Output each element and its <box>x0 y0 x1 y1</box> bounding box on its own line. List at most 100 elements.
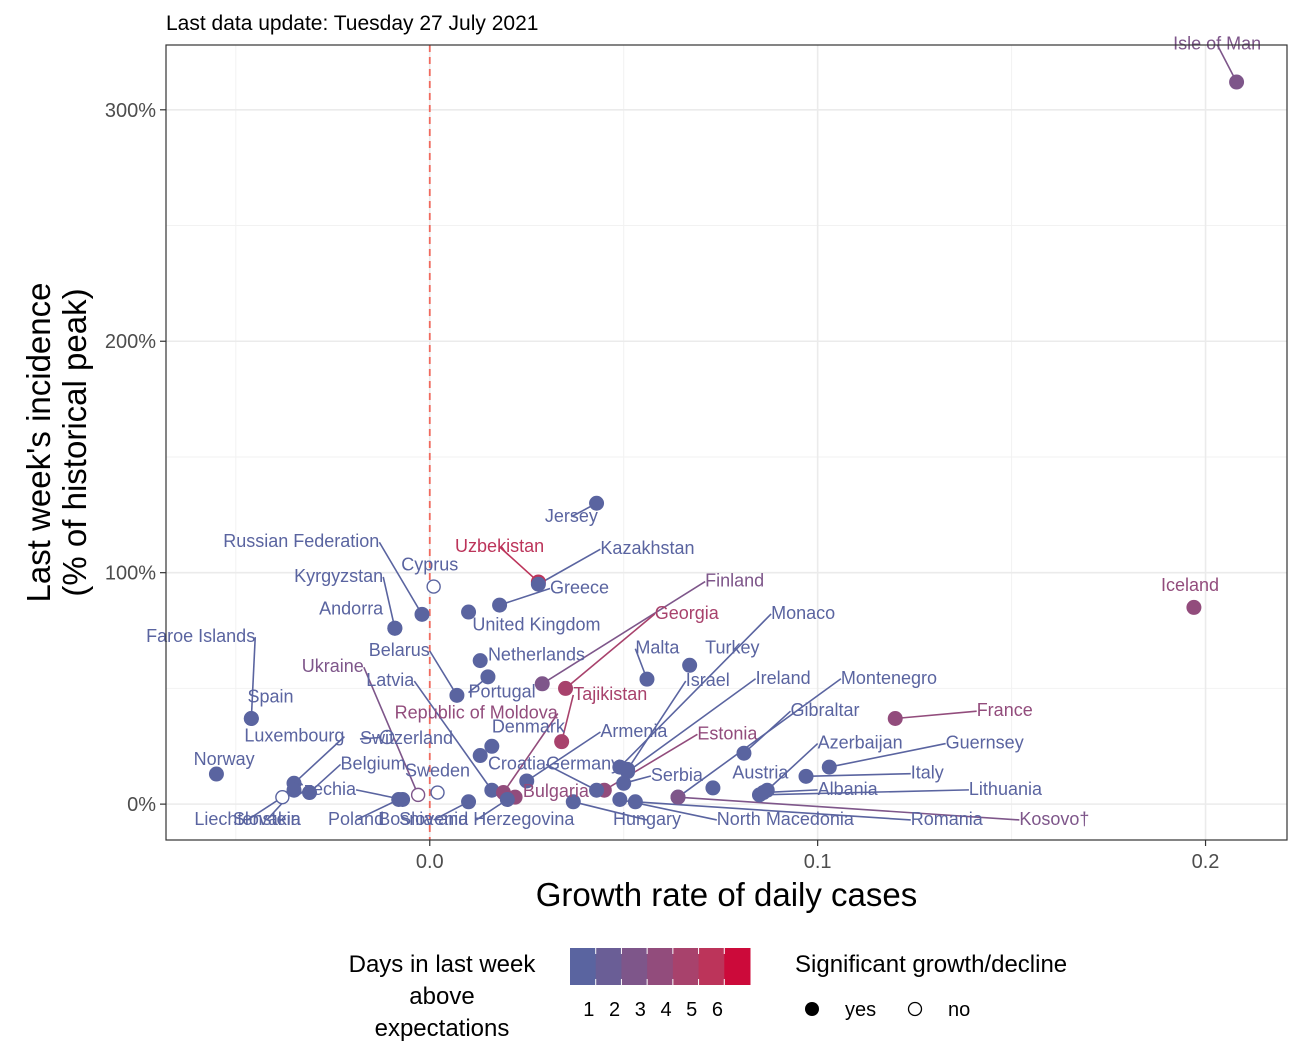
label-croatia: Croatia <box>488 753 547 773</box>
y-axis-title-line: (% of historical peak) <box>56 288 93 596</box>
label-lithuania: Lithuania <box>969 779 1043 799</box>
leader-georgia <box>565 613 656 690</box>
leader-kazakhstan <box>537 548 601 585</box>
point-turkey <box>682 657 698 673</box>
grid-lines <box>166 45 1287 840</box>
label-monaco: Monaco <box>771 603 835 623</box>
label-guernsey: Guernsey <box>946 733 1024 753</box>
label-isle-of-man: Isle of Man <box>1173 34 1261 54</box>
leader-israel <box>626 680 687 770</box>
shape-legend-label: yes <box>845 999 876 1021</box>
label-france: France <box>977 700 1033 720</box>
color-legend-swatch <box>724 948 751 985</box>
leader-russian-federation <box>378 541 423 615</box>
color-legend-tick-label: 2 <box>609 999 620 1021</box>
color-legend-swatch <box>672 948 700 985</box>
label-russian-federation: Russian Federation <box>223 531 379 551</box>
color-legend-title: expectations <box>375 1015 510 1042</box>
color-legend-tick-label: 5 <box>686 999 697 1021</box>
y-tick-label: 0% <box>127 794 156 816</box>
point-kosovo <box>670 789 686 805</box>
label-austria: Austria <box>732 763 789 783</box>
x-tick-label: 0.1 <box>804 851 832 873</box>
point-netherlands <box>472 653 488 669</box>
label-greece: Greece <box>550 578 609 598</box>
label-switzerland: Switzerland <box>360 728 453 748</box>
y-axis-title: Last week's incidence (% of historical pe… <box>20 283 93 603</box>
leader-italy <box>805 772 911 778</box>
label-united-kingdom: United Kingdom <box>472 615 600 635</box>
leader-romania <box>635 801 911 821</box>
point-cyprus <box>426 579 441 594</box>
color-legend-title: Days in last week <box>349 951 537 978</box>
point-liechtenstein <box>275 789 290 805</box>
label-portugal: Portugal <box>469 682 536 702</box>
plot-panel-border <box>165 44 1288 841</box>
point-tajikistan <box>554 734 570 750</box>
color-legend-swatch <box>570 948 597 985</box>
label-gibraltar: Gibraltar <box>791 700 860 720</box>
point-lithuania <box>751 787 767 803</box>
label-hungary: Hungary <box>613 809 681 829</box>
y-tick-label: 100% <box>105 563 156 585</box>
leader-belarus <box>429 650 458 696</box>
point-labels: Isle of Man Iceland Jersey Russian Federati… <box>146 34 1261 829</box>
shape-legend-label: no <box>948 999 970 1021</box>
leader-gibraltar <box>743 710 792 754</box>
label-netherlands: Netherlands <box>488 645 585 665</box>
shape-legend: Significant growth/decline yes no <box>795 951 1067 1021</box>
y-axis-title-line: Last week's incidence <box>20 283 57 603</box>
point-austria <box>705 780 721 796</box>
point-germany <box>589 782 605 798</box>
point-united-kingdom <box>461 604 477 620</box>
leader-luxembourg <box>293 736 345 784</box>
leader-tajikistan <box>560 694 575 742</box>
point-jersey <box>589 495 605 511</box>
point-malta <box>639 671 655 687</box>
point-latvia <box>484 782 500 798</box>
label-serbia: Serbia <box>651 765 704 785</box>
point-serbia <box>616 775 632 791</box>
label-estonia: Estonia <box>697 723 758 743</box>
label-luxembourg: Luxembourg <box>244 726 344 746</box>
leader-azerbaijan <box>766 742 819 791</box>
point-bosnia-and-herzegovina <box>499 791 515 807</box>
y-tick-label: 300% <box>105 100 156 122</box>
label-malta: Malta <box>635 638 680 658</box>
leader-armenia <box>526 731 601 782</box>
label-faroe-islands: Faroe Islands <box>146 626 255 646</box>
leader-republic-of-moldova <box>502 713 559 794</box>
label-bosnia-and-herzegovina: Bosnia and Herzegovina <box>378 809 575 829</box>
label-slovenia: Slovenia <box>399 809 469 829</box>
label-armenia: Armenia <box>600 721 668 741</box>
point-poland <box>391 791 407 807</box>
label-albania: Albania <box>818 779 879 799</box>
color-legend-swatch <box>647 948 674 985</box>
label-israel: Israel <box>686 670 730 690</box>
x-tick-label: 0.0 <box>416 851 444 873</box>
leader-hungary <box>573 801 648 821</box>
point-croatia <box>472 748 488 764</box>
point-italy <box>798 768 814 784</box>
point-finland <box>534 676 550 692</box>
color-legend-tick-label: 6 <box>712 999 723 1021</box>
label-andorra: Andorra <box>319 598 384 618</box>
leader-faroe-islands <box>250 637 257 719</box>
label-denmark: Denmark <box>492 716 566 736</box>
point-norway <box>208 766 224 782</box>
y-tick-label: 200% <box>105 331 156 353</box>
label-germany: Germany <box>546 753 620 773</box>
leader-germany <box>545 763 597 791</box>
color-legend-swatch <box>595 948 622 985</box>
label-iceland: Iceland <box>1161 575 1219 595</box>
leader-france <box>895 710 977 720</box>
point-sweden <box>430 785 445 800</box>
label-turkey: Turkey <box>705 638 759 658</box>
y-axis-ticks: 0% 100% 200% 300% <box>105 100 166 816</box>
shape-legend-filled-marker <box>805 1002 819 1016</box>
label-north-macedonia: North Macedonia <box>717 809 855 829</box>
point-spain <box>243 710 259 726</box>
point-georgia <box>558 680 574 696</box>
point-hungary <box>565 794 581 810</box>
